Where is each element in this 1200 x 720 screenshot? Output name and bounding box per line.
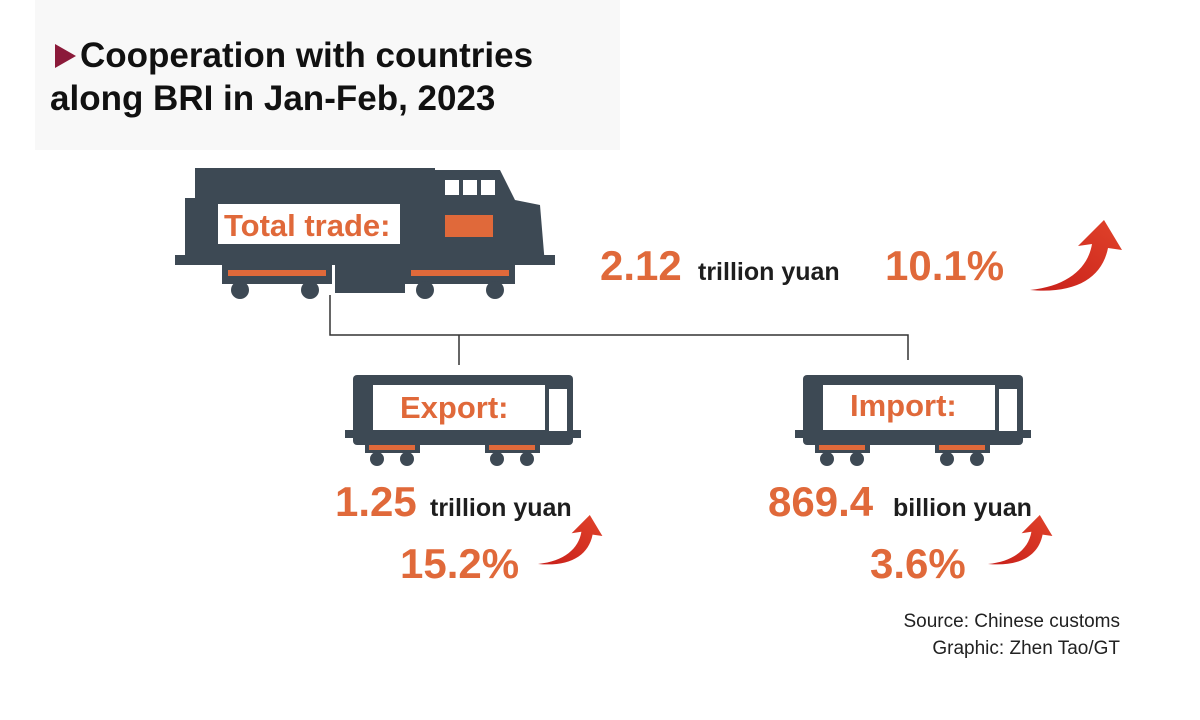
up-arrow: [538, 515, 603, 565]
total-value: 2.12: [600, 242, 682, 289]
up-arrow: [1030, 220, 1122, 291]
title-line: along BRI in Jan-Feb, 2023: [50, 79, 495, 118]
export-value: 1.25: [335, 478, 417, 525]
export-unit: trillion yuan: [430, 494, 572, 522]
total-unit: trillion yuan: [698, 258, 840, 286]
title-line: Cooperation with countries: [80, 36, 533, 75]
title-panel: [35, 0, 620, 150]
import-value: 869.4: [768, 478, 874, 525]
source: Source: Chinese customs: [904, 611, 1121, 632]
credit: Graphic: Zhen Tao/GT: [932, 638, 1120, 659]
total-change: 10.1%: [885, 242, 1004, 289]
title-marker: [55, 44, 76, 68]
import-change: 3.6%: [870, 540, 966, 587]
import-label: Import:: [850, 388, 957, 423]
total-label: Total trade:: [224, 208, 391, 243]
locomotive: [175, 168, 555, 299]
export-change: 15.2%: [400, 540, 519, 587]
import-unit: billion yuan: [893, 494, 1032, 522]
connector: [329, 295, 909, 365]
export-label: Export:: [400, 390, 509, 425]
up-arrow: [988, 515, 1053, 565]
